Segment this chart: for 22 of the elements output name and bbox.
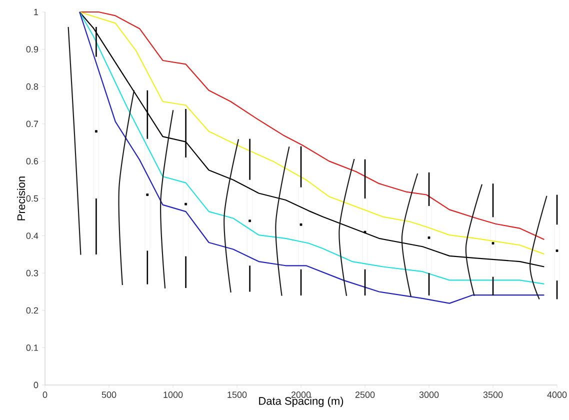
x-tick-label: 3500	[483, 392, 503, 398]
x-tick-label: 3000	[419, 392, 439, 398]
y-tick-label: 0.8	[26, 83, 38, 90]
y-tick-label: 0.6	[26, 158, 38, 164]
y-tick-label: 0.7	[26, 120, 38, 128]
x-tick-label: 2500	[355, 392, 375, 398]
y-tick-label: 0	[34, 382, 38, 388]
x-tick-label: 1500	[228, 392, 247, 398]
x-tick-label: 0	[42, 392, 48, 398]
x-tick-label: 500	[102, 392, 116, 398]
y-tick-label: 0.2	[26, 307, 38, 314]
y-tick-label: 0.4	[26, 232, 38, 239]
y-tick-label: 0.5	[26, 195, 38, 202]
y-tick-label: 0.3	[26, 270, 38, 276]
y-tick-label: 0.1	[26, 344, 38, 351]
x-axis-title: Data Spacing (m)	[259, 396, 344, 408]
x-tick-label: 1000	[164, 392, 183, 398]
x-tick-label: 4000	[547, 392, 567, 398]
y-tick-label: 1	[34, 8, 38, 16]
y-tick-label: 0.9	[26, 46, 38, 52]
x-tick-label: 2000	[291, 392, 311, 398]
y-axis-title: Precision	[17, 176, 26, 220]
